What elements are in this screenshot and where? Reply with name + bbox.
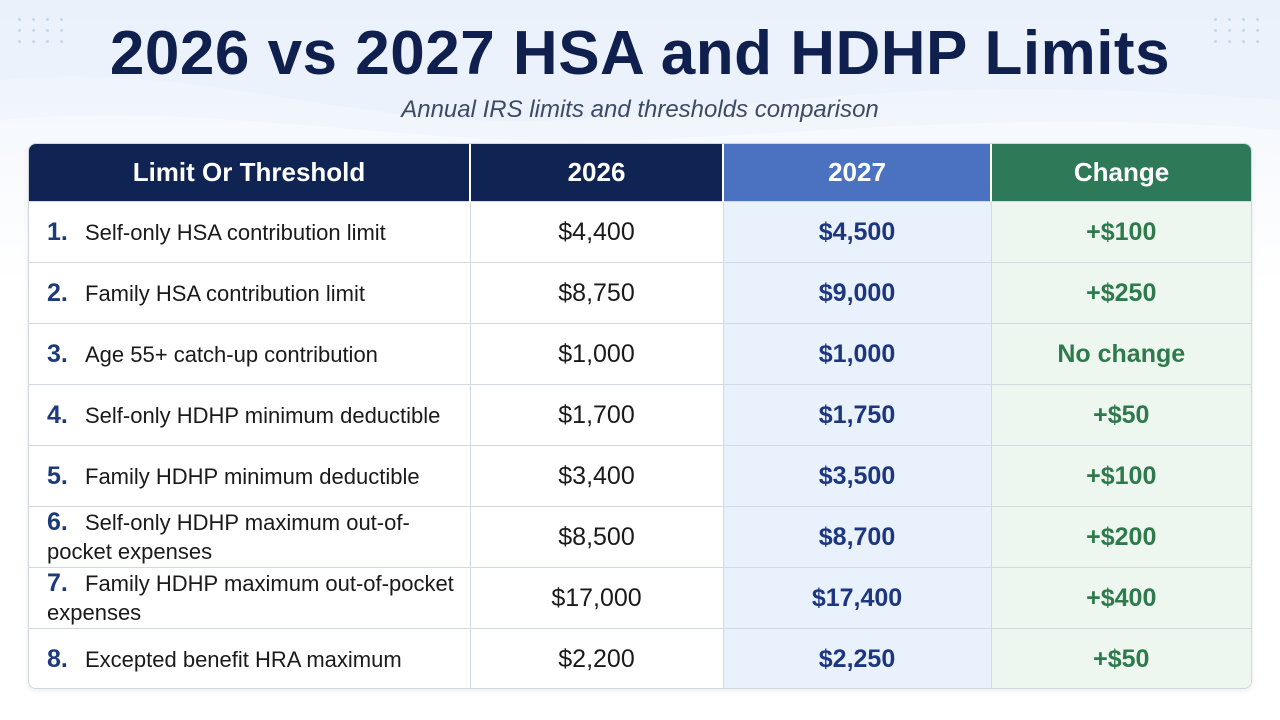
row-label: Self-only HSA contribution limit bbox=[85, 219, 386, 245]
row-label-cell: 4. Self-only HDHP minimum deductible bbox=[29, 384, 471, 446]
row-number: 7. bbox=[47, 569, 68, 597]
decorative-dots-left bbox=[18, 18, 66, 43]
row-number: 5. bbox=[47, 461, 68, 490]
table-header: Limit Or Threshold 2026 2027 Change bbox=[29, 144, 1251, 202]
row-number: 1. bbox=[47, 217, 68, 246]
row-label: Family HSA contribution limit bbox=[85, 280, 365, 306]
row-label: Self-only HDHP minimum deductible bbox=[85, 402, 441, 428]
page-subtitle: Annual IRS limits and thresholds compari… bbox=[401, 96, 879, 123]
value-2026: $8,500 bbox=[470, 506, 724, 568]
value-2027: $4,500 bbox=[723, 201, 992, 263]
value-2027: $3,500 bbox=[723, 445, 992, 507]
value-2026: $1,000 bbox=[470, 323, 724, 385]
row-label: Self-only HDHP maximum out-of-pocket exp… bbox=[47, 510, 410, 564]
row-label-cell: 1. Self-only HSA contribution limit bbox=[29, 201, 471, 263]
value-2027: $1,750 bbox=[723, 384, 992, 446]
column-header-change: Change bbox=[991, 144, 1251, 202]
table-row: 1. Self-only HSA contribution limit $4,400… bbox=[29, 201, 1251, 263]
value-change: No change bbox=[991, 323, 1251, 385]
value-change: +$100 bbox=[991, 201, 1251, 263]
value-2026: $3,400 bbox=[470, 445, 724, 507]
row-label-cell: 8. Excepted benefit HRA maximum bbox=[29, 628, 471, 688]
row-label-cell: 7. Family HDHP maximum out-of-pocket expe… bbox=[29, 567, 471, 629]
row-number: 3. bbox=[47, 339, 68, 368]
value-2027: $9,000 bbox=[723, 262, 992, 324]
column-header-2027: 2027 bbox=[723, 144, 992, 202]
table-row: 7. Family HDHP maximum out-of-pocket expe… bbox=[29, 567, 1251, 629]
value-2027: $17,400 bbox=[723, 567, 992, 629]
value-change: +$200 bbox=[991, 506, 1251, 568]
row-label: Family HDHP maximum out-of-pocket expens… bbox=[47, 571, 454, 625]
value-2026: $17,000 bbox=[470, 567, 724, 629]
value-2026: $2,200 bbox=[470, 628, 724, 688]
table-row: 4. Self-only HDHP minimum deductible $1,70… bbox=[29, 384, 1251, 446]
table-row: 3. Age 55+ catch-up contribution $1,000 $1,… bbox=[29, 323, 1251, 385]
row-label-cell: 3. Age 55+ catch-up contribution bbox=[29, 323, 471, 385]
table-row: 8. Excepted benefit HRA maximum $2,200 $2,2… bbox=[29, 628, 1251, 688]
value-change: +$250 bbox=[991, 262, 1251, 324]
table-row: 6. Self-only HDHP maximum out-of-pocket e… bbox=[29, 506, 1251, 568]
value-change: +$400 bbox=[991, 567, 1251, 629]
limits-table: Limit Or Threshold 2026 2027 Change 1. Se… bbox=[29, 144, 1251, 688]
value-2026: $1,700 bbox=[470, 384, 724, 446]
row-label-cell: 2. Family HSA contribution limit bbox=[29, 262, 471, 324]
value-2026: $8,750 bbox=[470, 262, 724, 324]
decorative-dots-right bbox=[1214, 18, 1262, 43]
value-2027: $2,250 bbox=[723, 628, 992, 688]
value-2027: $1,000 bbox=[723, 323, 992, 385]
column-header-limit: Limit Or Threshold bbox=[29, 144, 471, 202]
value-change: +$100 bbox=[991, 445, 1251, 507]
row-number: 6. bbox=[47, 508, 68, 536]
value-2027: $8,700 bbox=[723, 506, 992, 568]
limits-table-container: Limit Or Threshold 2026 2027 Change 1. Se… bbox=[28, 143, 1252, 689]
table-row: 5. Family HDHP minimum deductible $3,400 $3… bbox=[29, 445, 1251, 507]
value-change: +$50 bbox=[991, 628, 1251, 688]
table-row: 2. Family HSA contribution limit $8,750 $9,… bbox=[29, 262, 1251, 324]
page-title: 2026 vs 2027 HSA and HDHP Limits bbox=[109, 19, 1171, 88]
row-number: 8. bbox=[47, 644, 68, 673]
value-change: +$50 bbox=[991, 384, 1251, 446]
row-label: Age 55+ catch-up contribution bbox=[85, 341, 378, 367]
value-2026: $4,400 bbox=[470, 201, 724, 263]
row-label: Family HDHP minimum deductible bbox=[85, 463, 420, 489]
row-label-cell: 5. Family HDHP minimum deductible bbox=[29, 445, 471, 507]
column-header-2026: 2026 bbox=[470, 144, 724, 202]
row-label-cell: 6. Self-only HDHP maximum out-of-pocket e… bbox=[29, 506, 471, 568]
row-number: 2. bbox=[47, 278, 68, 307]
row-label: Excepted benefit HRA maximum bbox=[85, 646, 402, 672]
background-wave bbox=[0, 0, 1280, 142]
row-number: 4. bbox=[47, 400, 68, 429]
table-body: 1. Self-only HSA contribution limit $4,400… bbox=[29, 201, 1251, 688]
